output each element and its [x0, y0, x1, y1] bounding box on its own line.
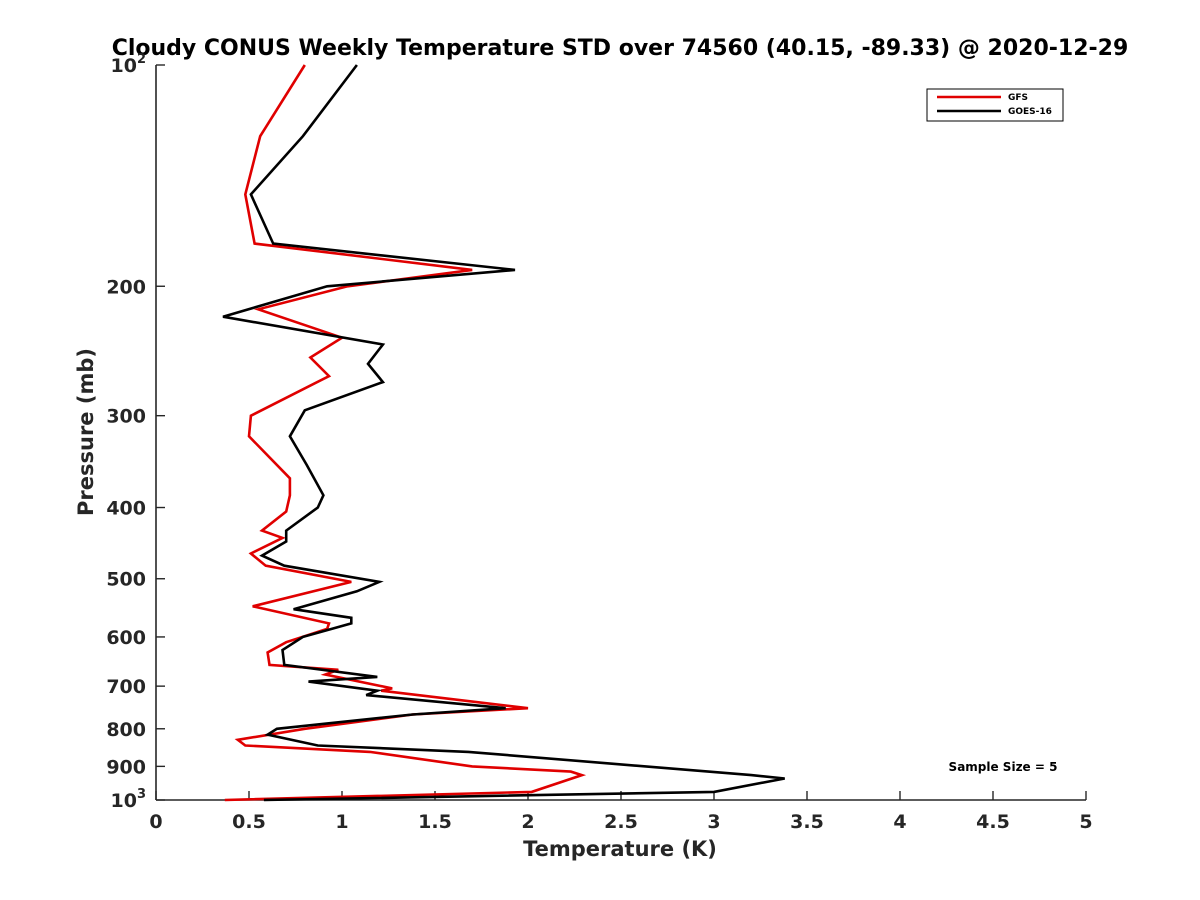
- legend: GFS GOES-16: [926, 88, 1064, 122]
- x-tick-label: 1: [335, 811, 348, 833]
- x-tick-label: 0.5: [232, 811, 266, 833]
- y-tick-label-exponent: 3: [137, 787, 146, 802]
- legend-label: GFS: [1008, 93, 1028, 103]
- y-tick-label: 800: [106, 719, 146, 741]
- y-tick-label: 300: [106, 406, 146, 428]
- x-tick-label: 4: [893, 811, 906, 833]
- y-tick-label: 600: [106, 627, 146, 649]
- legend-label: GOES-16: [1008, 107, 1052, 117]
- y-axis-title: Pressure (mb): [74, 348, 98, 516]
- y-tick-label-base: 10: [111, 55, 137, 77]
- sample-size-annotation: Sample Size = 5: [949, 760, 1058, 774]
- x-tick-label: 5: [1079, 811, 1092, 833]
- x-ticks: 0 0.5 1 1.5 2 2.5 3 3.5 4 4.5 5: [149, 791, 1093, 833]
- y-tick-label: 103: [111, 787, 147, 812]
- x-tick-label: 4.5: [976, 811, 1010, 833]
- x-tick-label: 3: [707, 811, 720, 833]
- y-tick-label: 200: [106, 276, 146, 298]
- y-tick-label: 900: [106, 756, 146, 778]
- y-tick-label: 102: [111, 52, 147, 77]
- series-line-goes-16: [222, 64, 785, 802]
- x-tick-label: 2: [521, 811, 534, 833]
- x-axis-title: Temperature (K): [523, 837, 717, 861]
- x-tick-label: 2.5: [604, 811, 638, 833]
- legend-box: [926, 88, 1064, 122]
- x-tick-label: 1.5: [418, 811, 452, 833]
- x-tick-label: 0: [149, 811, 162, 833]
- series-line-gfs: [224, 64, 587, 802]
- y-tick-label: 500: [106, 569, 146, 591]
- y-tick-label-base: 10: [111, 790, 137, 812]
- y-tick-label: 400: [106, 498, 146, 520]
- y-tick-label: 700: [106, 676, 146, 698]
- chart-title: Cloudy CONUS Weekly Temperature STD over…: [112, 36, 1129, 61]
- x-tick-label: 3.5: [790, 811, 824, 833]
- series-lines: [222, 64, 785, 802]
- y-tick-label-exponent: 2: [137, 52, 146, 67]
